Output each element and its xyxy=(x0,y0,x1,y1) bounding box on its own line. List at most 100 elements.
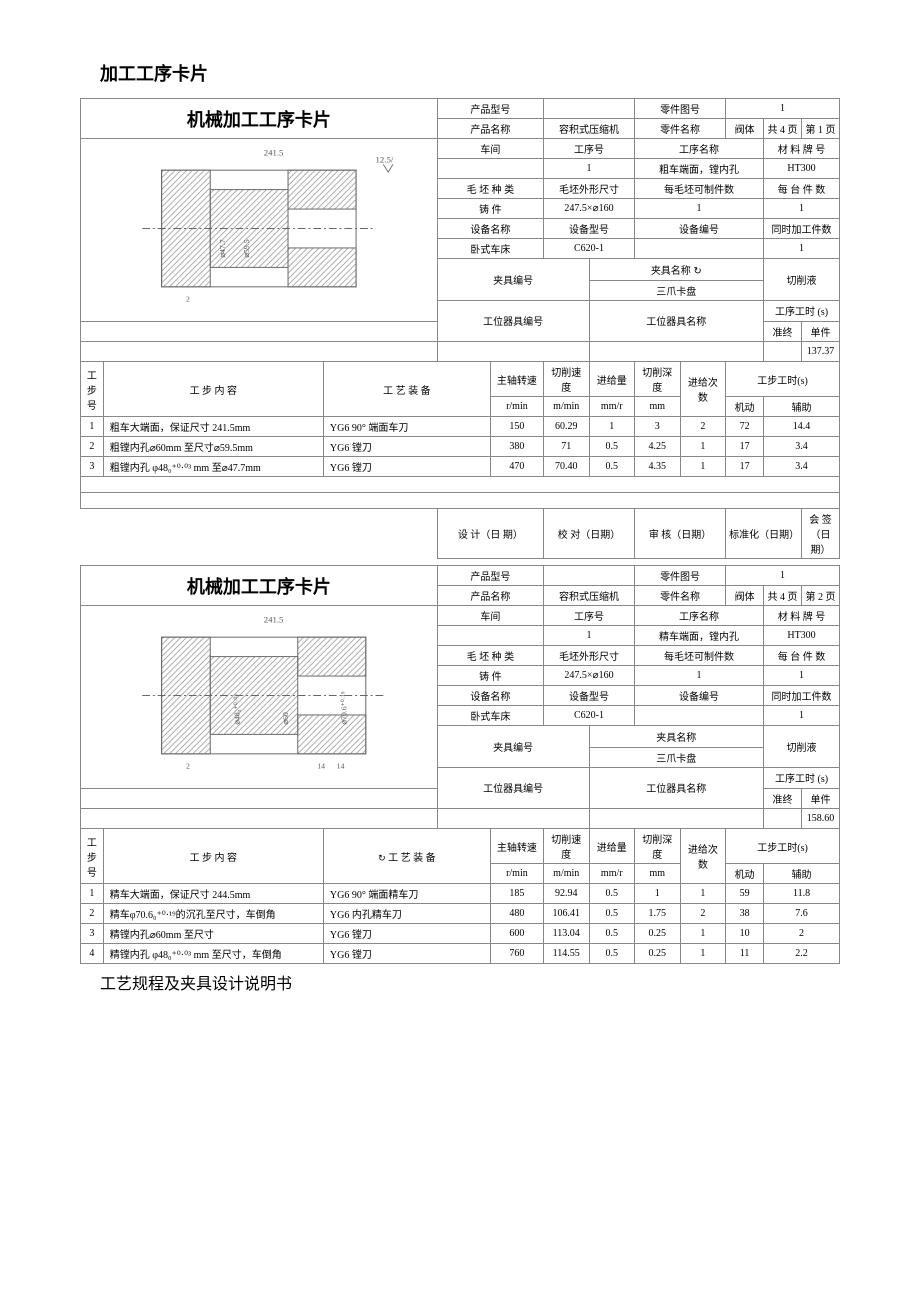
blank-cell xyxy=(589,809,764,829)
step-no: 4 xyxy=(81,944,104,964)
lbl-fixture-name: 夹具名称 xyxy=(589,726,764,748)
step-tool: YG6 镗刀 xyxy=(323,924,490,944)
val-part-drawing-no: 1 xyxy=(726,566,840,586)
lbl-process-time: 工序工时 (s) xyxy=(764,767,840,789)
blank-cell xyxy=(764,342,802,362)
lbl-total-pages: 共 4 页 xyxy=(764,586,802,606)
step-content: 精车大端面，保证尺寸 244.5mm xyxy=(103,884,323,904)
val-product-name: 容积式压缩机 xyxy=(543,586,634,606)
card-title: 机械加工工序卡片 xyxy=(81,566,438,606)
val-unit-time: 137.37 xyxy=(801,342,839,362)
blank-cell xyxy=(81,342,438,362)
step-cutspeed: 71 xyxy=(543,437,589,457)
step-no: 2 xyxy=(81,904,104,924)
val-part-name: 阀体 xyxy=(726,586,764,606)
step-aux-time: 14.4 xyxy=(764,417,840,437)
lbl-station-tool-no: 工位器具编号 xyxy=(437,300,589,342)
step-machine-time: 17 xyxy=(726,457,764,477)
step-no: 2 xyxy=(81,437,104,457)
page-title: 加工工序卡片 xyxy=(100,60,880,86)
step-tool: YG6 内孔精车刀 xyxy=(323,904,490,924)
step-feed: 0.5 xyxy=(589,437,635,457)
step-cutspeed: 106.41 xyxy=(543,904,589,924)
lbl-total-pages: 共 4 页 xyxy=(764,119,802,139)
val-equip-name: 卧式车床 xyxy=(437,239,543,259)
sig-sign: 会 签（日期） xyxy=(801,509,839,559)
hdr-feed-u: mm/r xyxy=(589,397,635,417)
blank-cell xyxy=(437,342,589,362)
hdr-depth: 切削深度 xyxy=(635,362,681,397)
step-cutspeed: 92.94 xyxy=(543,884,589,904)
step-depth: 3 xyxy=(635,417,681,437)
blank-cell xyxy=(81,322,438,342)
step-cutspeed: 113.04 xyxy=(543,924,589,944)
val-equip-no xyxy=(635,706,764,726)
step-depth: 4.35 xyxy=(635,457,681,477)
val-process-name: 粗车端面，镗内孔 xyxy=(635,159,764,179)
step-spindle: 470 xyxy=(490,457,543,477)
val-blank-type: 铸 件 xyxy=(437,666,543,686)
step-content: 粗镗内孔⌀60mm 至尺寸⌀59.5mm xyxy=(103,437,323,457)
step-content: 精车φ70.6₀⁺⁰·¹⁹的沉孔至尺寸，车倒角 xyxy=(103,904,323,924)
hdr-spindle: 主轴转速 xyxy=(490,362,543,397)
val-blank-size: 247.5×⌀160 xyxy=(543,199,634,219)
footer-note: 工艺规程及夹具设计说明书 xyxy=(100,970,880,994)
val-product-name: 容积式压缩机 xyxy=(543,119,634,139)
table-row: 1粗车大端面，保证尺寸 241.5mmYG6 90° 端面车刀15060.291… xyxy=(81,417,840,437)
lbl-blank-per-part: 每毛坯可制件数 xyxy=(635,646,764,666)
table-row: 3粗镗内孔 φ48₀⁺⁰·⁰³ mm 至⌀47.7mmYG6 镗刀47070.4… xyxy=(81,457,840,477)
val-blank-size: 247.5×⌀160 xyxy=(543,666,634,686)
hdr-aux: 辅助 xyxy=(764,397,840,417)
step-spindle: 185 xyxy=(490,884,543,904)
lbl-station-tool-no: 工位器具编号 xyxy=(437,767,589,809)
part-drawing-1: 241.5 12.5/ ⌀47.7 ⌀59.5 2 xyxy=(81,139,438,322)
val-process-no: 1 xyxy=(543,626,634,646)
table-row: 2精车φ70.6₀⁺⁰·¹⁹的沉孔至尺寸，车倒角YG6 内孔精车刀480106.… xyxy=(81,904,840,924)
lbl-blank-type: 毛 坯 种 类 xyxy=(437,646,543,666)
step-content: 精镗内孔⌀60mm 至尺寸 xyxy=(103,924,323,944)
hdr-feed-u: mm/r xyxy=(589,864,635,884)
lbl-blank-type: 毛 坯 种 类 xyxy=(437,179,543,199)
lbl-blank-size: 毛坯外形尺寸 xyxy=(543,179,634,199)
step-passes: 2 xyxy=(680,904,726,924)
step-tool: YG6 镗刀 xyxy=(323,457,490,477)
step-depth: 0.25 xyxy=(635,924,681,944)
table-row: 2粗镗内孔⌀60mm 至尺寸⌀59.5mmYG6 镗刀380710.54.251… xyxy=(81,437,840,457)
step-cutspeed: 114.55 xyxy=(543,944,589,964)
val-part-name: 阀体 xyxy=(726,119,764,139)
hdr-feed: 进给量 xyxy=(589,829,635,864)
val-product-model xyxy=(543,566,634,586)
lbl-product-model: 产品型号 xyxy=(437,566,543,586)
step-cutspeed: 60.29 xyxy=(543,417,589,437)
val-part-drawing-no: 1 xyxy=(726,99,840,119)
lbl-material: 材 料 牌 号 xyxy=(764,139,840,159)
val-parts-per-batch: 1 xyxy=(764,666,840,686)
svg-text:⌀60: ⌀60 xyxy=(281,712,290,725)
step-spindle: 380 xyxy=(490,437,543,457)
hdr-machine: 机动 xyxy=(726,397,764,417)
val-material: HT300 xyxy=(764,626,840,646)
step-machine-time: 59 xyxy=(726,884,764,904)
card-title: 机械加工工序卡片 xyxy=(81,99,438,139)
lbl-workshop: 车间 xyxy=(437,139,543,159)
val-parts-per-batch: 1 xyxy=(764,199,840,219)
lbl-material: 材 料 牌 号 xyxy=(764,606,840,626)
svg-text:⌀47.7: ⌀47.7 xyxy=(218,239,227,257)
lbl-part-name: 零件名称 xyxy=(635,119,726,139)
step-machine-time: 17 xyxy=(726,437,764,457)
svg-text:14: 14 xyxy=(337,761,345,770)
lbl-station-tool-name: 工位器具名称 xyxy=(589,300,764,342)
sig-check: 校 对（日期） xyxy=(543,509,634,559)
step-passes: 1 xyxy=(680,457,726,477)
svg-text:⌀48₀⁺⁰·⁰³: ⌀48₀⁺⁰·⁰³ xyxy=(232,694,241,725)
step-aux-time: 2.2 xyxy=(764,944,840,964)
step-spindle: 150 xyxy=(490,417,543,437)
hdr-spindle-u: r/min xyxy=(490,397,543,417)
lbl-coolant: 切削液 xyxy=(764,726,840,768)
lbl-sim-parts: 同时加工件数 xyxy=(764,219,840,239)
step-spindle: 600 xyxy=(490,924,543,944)
lbl-unit: 单件 xyxy=(801,322,839,342)
hdr-cutspeed-u: m/min xyxy=(543,864,589,884)
lbl-equip-model: 设备型号 xyxy=(543,219,634,239)
step-spindle: 480 xyxy=(490,904,543,924)
